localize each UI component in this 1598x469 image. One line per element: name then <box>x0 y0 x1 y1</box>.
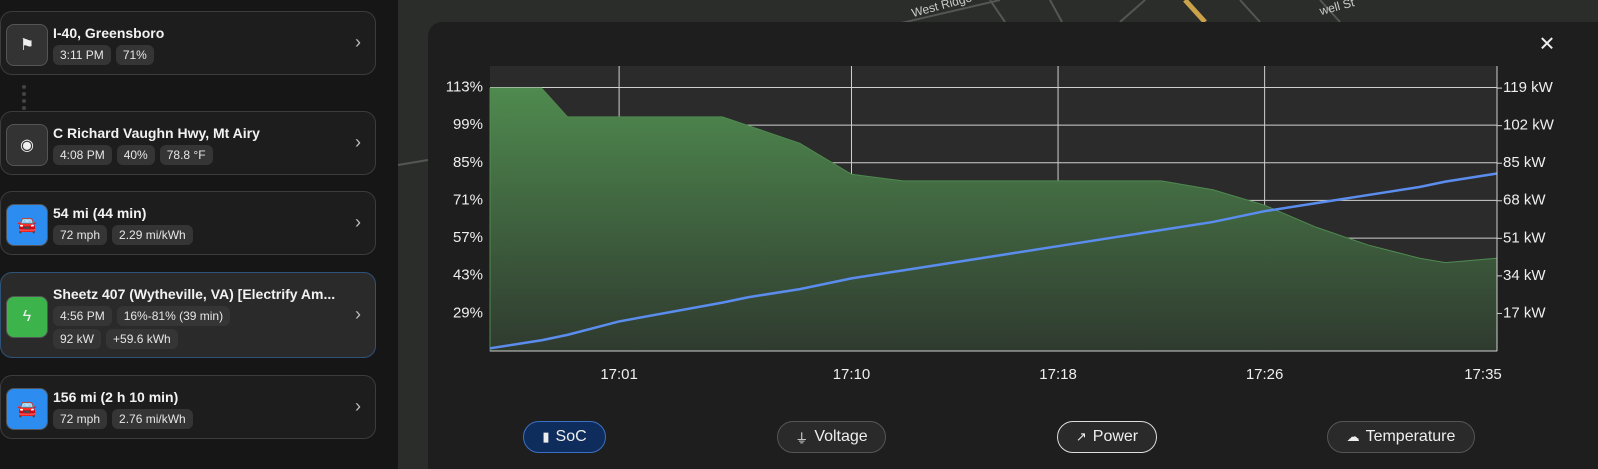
info-chip: 72 mph <box>53 225 108 245</box>
x-tick-label: 17:35 <box>1464 366 1502 383</box>
info-chip: 40% <box>116 145 155 165</box>
info-chip: +59.6 kWh <box>106 329 178 349</box>
button-label: Voltage <box>814 428 868 445</box>
stop-title: 54 mi (44 min) <box>53 205 147 221</box>
sidebar: ⚑ I-40, Greensboro 3:11 PM 71% › ◉ C Richard V… <box>0 0 398 469</box>
y2-tick-label: 68 kW <box>1503 192 1546 209</box>
info-chip: 92 kW <box>53 329 102 349</box>
map-highway <box>1183 0 1207 24</box>
stop-icon: ⚑ <box>6 24 48 66</box>
y-tick-label: 113% <box>446 78 483 95</box>
chevron: › <box>355 132 361 152</box>
chevron: › <box>355 212 361 232</box>
button-icon: ↗ <box>1075 429 1087 444</box>
soc-line <box>489 172 1498 350</box>
y2-tick-label: 85 kW <box>1503 154 1546 171</box>
stop-title: Sheetz 407 (Wytheville, VA) [Electrify A… <box>53 286 336 302</box>
y-tick-label: 57% <box>453 229 483 246</box>
trip-card[interactable]: ◉ C Richard Vaughn Hwy, Mt Airy 4:08 PM 40%… <box>0 111 376 175</box>
y2-tick-label: 51 kW <box>1503 229 1546 246</box>
connector-dot <box>22 106 26 110</box>
stop-icon: 🚘 <box>6 204 48 246</box>
info-chip: 4:08 PM <box>53 145 112 165</box>
chip-row: 92 kW +59.6 kWh <box>53 329 178 349</box>
metric-button[interactable]: ⏚ Voltage <box>777 421 886 453</box>
stop-title: I-40, Greensboro <box>53 25 165 41</box>
trip-card[interactable]: ⚑ I-40, Greensboro 3:11 PM 71% › <box>0 11 376 75</box>
chevron: › <box>355 396 361 416</box>
info-chip: 4:56 PM <box>53 306 112 326</box>
button-icon: ⏚ <box>795 430 809 446</box>
y2-tick-label: 119 kW <box>1503 79 1554 96</box>
y2-tick-label: 17 kW <box>1503 304 1546 321</box>
info-chip: 2.76 mi/kWh <box>112 409 193 429</box>
info-chip: 71% <box>115 45 154 65</box>
info-chip: 16%-81% (39 min) <box>116 306 231 326</box>
trip-card[interactable]: 🚘 54 mi (44 min) 72 mph 2.29 mi/kWh › <box>0 191 376 255</box>
power-area <box>489 87 1498 352</box>
button-label: SoC <box>555 428 587 445</box>
y2-tick-label: 34 kW <box>1503 267 1546 284</box>
metric-button[interactable]: ↗ Power <box>1057 421 1157 453</box>
y-tick-label: 71% <box>453 191 483 208</box>
y-tick-label: 99% <box>453 116 483 133</box>
stop-icon: ◉ <box>6 124 48 166</box>
y-tick-label: 29% <box>453 304 483 321</box>
trip-card[interactable]: ϟ Sheetz 407 (Wytheville, VA) [Electrify … <box>0 272 376 358</box>
x-tick-label: 17:18 <box>1039 366 1077 383</box>
button-label: Power <box>1092 428 1139 445</box>
info-chip: 3:11 PM <box>53 45 111 65</box>
stop-icon: ϟ <box>6 296 48 338</box>
stop-icon: 🚘 <box>6 388 48 430</box>
metric-button[interactable]: ▮ SoC <box>523 421 606 453</box>
connector-dot <box>22 85 26 89</box>
chip-row: 4:56 PM 16%-81% (39 min) <box>53 306 231 326</box>
chip-row: 72 mph 2.29 mi/kWh <box>53 225 193 245</box>
close-button[interactable]: ✕ <box>1539 33 1556 55</box>
info-chip: 2.29 mi/kWh <box>112 225 193 245</box>
stop-title: 156 mi (2 h 10 min) <box>53 389 179 405</box>
chip-row: 4:08 PM 40% 78.8 °F <box>53 145 213 165</box>
chevron: › <box>355 32 361 52</box>
button-icon: ☁ <box>1346 429 1360 444</box>
button-icon: ▮ <box>542 429 550 444</box>
y-tick-label: 85% <box>453 154 483 171</box>
x-tick-label: 17:10 <box>833 366 871 383</box>
y-tick-label: 43% <box>453 267 483 284</box>
x-tick-label: 17:01 <box>600 366 638 383</box>
stop-title: C Richard Vaughn Hwy, Mt Airy <box>53 125 260 141</box>
chip-row: 72 mph 2.76 mi/kWh <box>53 409 193 429</box>
x-tick-label: 17:26 <box>1246 366 1284 383</box>
connector-dot <box>22 99 26 103</box>
y2-tick-label: 102 kW <box>1503 117 1555 134</box>
chip-row: 3:11 PM 71% <box>53 45 154 65</box>
chevron: › <box>355 304 361 324</box>
button-label: Temperature <box>1365 428 1456 445</box>
info-chip: 72 mph <box>53 409 108 429</box>
connector-dot <box>22 92 26 96</box>
info-chip: 78.8 °F <box>159 145 213 165</box>
metric-button[interactable]: ☁ Temperature <box>1327 421 1475 453</box>
trip-card[interactable]: 🚘 156 mi (2 h 10 min) 72 mph 2.76 mi/kWh › <box>0 375 376 439</box>
